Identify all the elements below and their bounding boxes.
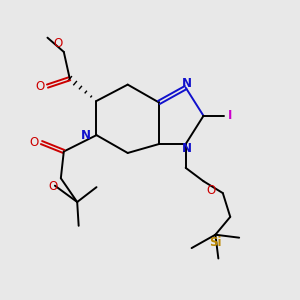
Text: O: O [206, 184, 216, 196]
Text: O: O [29, 136, 38, 149]
Text: O: O [48, 180, 57, 193]
Text: N: N [182, 76, 192, 90]
Text: N: N [182, 142, 192, 155]
Text: N: N [81, 129, 91, 142]
Text: I: I [228, 109, 232, 122]
Text: O: O [35, 80, 44, 93]
Text: O: O [53, 38, 62, 50]
Text: Si: Si [209, 236, 222, 249]
